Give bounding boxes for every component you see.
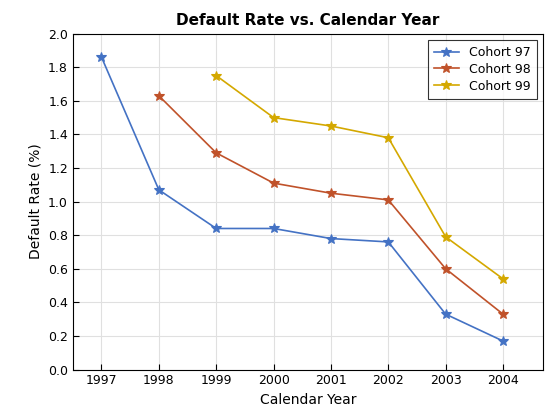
Cohort 97 [98, 55, 105, 60]
Cohort 98 [270, 181, 277, 186]
Line: Cohort 99: Cohort 99 [211, 71, 508, 284]
X-axis label: Calendar Year: Calendar Year [260, 393, 356, 407]
Cohort 97 [442, 312, 449, 317]
Cohort 99 [385, 135, 391, 140]
Cohort 97 [213, 226, 220, 231]
Cohort 99 [442, 234, 449, 239]
Cohort 98 [213, 150, 220, 155]
Y-axis label: Default Rate (%): Default Rate (%) [29, 144, 43, 260]
Cohort 99 [328, 123, 334, 129]
Cohort 98 [442, 266, 449, 271]
Title: Default Rate vs. Calendar Year: Default Rate vs. Calendar Year [176, 13, 440, 28]
Cohort 97 [270, 226, 277, 231]
Cohort 98 [385, 197, 391, 202]
Cohort 98 [500, 312, 506, 317]
Cohort 97 [385, 239, 391, 244]
Cohort 97 [500, 339, 506, 344]
Cohort 97 [156, 187, 162, 192]
Line: Cohort 98: Cohort 98 [154, 91, 508, 319]
Legend: Cohort 97, Cohort 98, Cohort 99: Cohort 97, Cohort 98, Cohort 99 [428, 40, 537, 99]
Line: Cohort 97: Cohort 97 [97, 52, 508, 346]
Cohort 98 [328, 191, 334, 196]
Cohort 99 [500, 276, 506, 281]
Cohort 97 [328, 236, 334, 241]
Cohort 98 [156, 93, 162, 98]
Cohort 99 [213, 73, 220, 78]
Cohort 99 [270, 115, 277, 120]
